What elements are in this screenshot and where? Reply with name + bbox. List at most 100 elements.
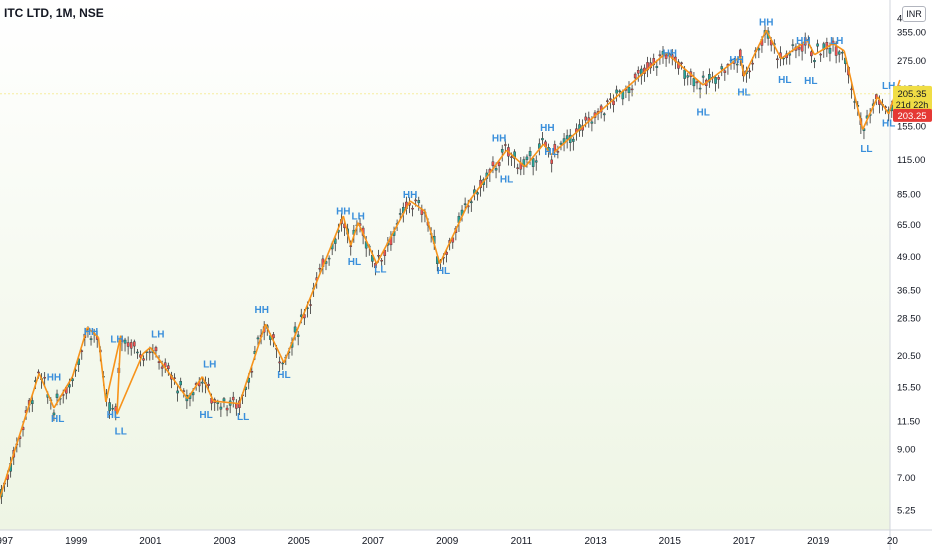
swing-label: HH: [254, 305, 268, 316]
y-tick-label: 115.00: [897, 155, 925, 166]
candle-body: [167, 365, 170, 370]
candle-body: [179, 381, 182, 386]
candle-body: [636, 70, 640, 74]
swing-line: [376, 200, 411, 265]
swing-line: [116, 335, 122, 415]
candle-body: [250, 371, 254, 373]
y-tick-label: 155.00: [897, 121, 926, 132]
candle-body: [550, 159, 553, 164]
last-price-badge[interactable]: [893, 85, 932, 112]
candle-body: [43, 377, 46, 379]
candle-body: [735, 63, 739, 66]
swing-line: [424, 211, 441, 264]
low-price-value: 203.25: [897, 111, 926, 122]
x-tick-label: 2013: [584, 536, 607, 547]
candle-body: [664, 54, 668, 59]
y-tick-label: 85.00: [897, 189, 921, 200]
x-tick-label: 20: [887, 536, 899, 547]
swing-line: [38, 373, 55, 409]
candle-body: [30, 400, 34, 405]
swing-line: [861, 96, 879, 130]
candle-body: [788, 53, 792, 56]
x-tick-label: 2001: [139, 536, 162, 547]
candle-body: [658, 54, 662, 56]
candle-body: [191, 392, 195, 396]
candle-body: [748, 70, 751, 73]
candle-body: [618, 90, 622, 93]
swing-line: [765, 29, 782, 60]
x-tick-label: 2007: [362, 536, 385, 547]
x-tick-label: 2005: [288, 536, 311, 547]
candle-body: [296, 334, 300, 337]
candle-body: [559, 142, 563, 145]
candle-body: [590, 121, 594, 124]
candle-body: [612, 100, 615, 106]
swing-label: HL: [882, 119, 895, 130]
swing-label: LH: [830, 36, 843, 47]
x-tick-label: 1999: [65, 536, 88, 547]
swing-label: LH: [151, 329, 164, 340]
swing-label: HL: [544, 147, 557, 158]
swing-line: [506, 149, 526, 168]
candle-body: [398, 213, 402, 215]
swing-label: HL: [697, 107, 710, 118]
swing-line: [116, 353, 144, 415]
candle-body: [374, 263, 377, 269]
candle-body: [516, 167, 519, 169]
swing-line: [739, 56, 745, 77]
candle-body: [738, 49, 742, 57]
swing-line: [264, 323, 285, 364]
candle-body: [136, 351, 139, 354]
y-tick-label: 65.00: [897, 220, 921, 231]
candle-body: [293, 326, 297, 333]
candle-body: [813, 60, 816, 63]
candle-body: [497, 162, 501, 167]
swing-line: [238, 323, 267, 404]
currency-badge[interactable]: INR: [902, 6, 926, 22]
candle-body: [513, 151, 516, 159]
candle-body: [349, 245, 353, 247]
candle-body: [572, 138, 575, 142]
candle-body: [494, 168, 498, 171]
candle-body: [476, 192, 479, 195]
swing-label: LH: [351, 211, 364, 222]
candle-body: [606, 100, 609, 102]
candle-body: [816, 43, 819, 47]
candle-body: [231, 396, 235, 401]
y-tick-label: 36.50: [897, 285, 921, 296]
x-tick-label: 2009: [436, 536, 459, 547]
candle-body: [695, 81, 699, 84]
candle-body: [111, 407, 114, 410]
swing-label: HL: [51, 414, 64, 425]
y-tick-label: 9.00: [897, 444, 916, 455]
candle-body: [148, 351, 152, 354]
candle-body: [333, 238, 337, 244]
swing-line: [702, 56, 741, 86]
swing-label: LL: [860, 144, 872, 155]
candle-body: [89, 338, 93, 340]
low-price-badge[interactable]: [893, 108, 932, 122]
candle-body: [776, 58, 779, 61]
swing-line: [149, 346, 189, 400]
candle-body: [837, 51, 841, 55]
candle-body: [609, 98, 612, 100]
candle-body: [723, 70, 727, 73]
swing-line: [439, 200, 471, 264]
plot-background: [0, 0, 890, 530]
swing-line: [543, 143, 552, 156]
swing-line: [468, 149, 508, 202]
y-tick-label: 275.00: [897, 56, 926, 67]
candle-body: [207, 383, 210, 386]
swing-label: LH: [110, 334, 123, 345]
candle-body: [129, 342, 133, 349]
candle-body: [377, 255, 380, 257]
y-tick-label: 20.50: [897, 351, 921, 362]
candle-body: [411, 207, 414, 210]
candle-body: [37, 371, 40, 374]
candle-body: [797, 46, 801, 50]
candle-body: [701, 75, 705, 78]
candle-body: [318, 267, 322, 270]
swing-label: HH: [663, 49, 677, 60]
